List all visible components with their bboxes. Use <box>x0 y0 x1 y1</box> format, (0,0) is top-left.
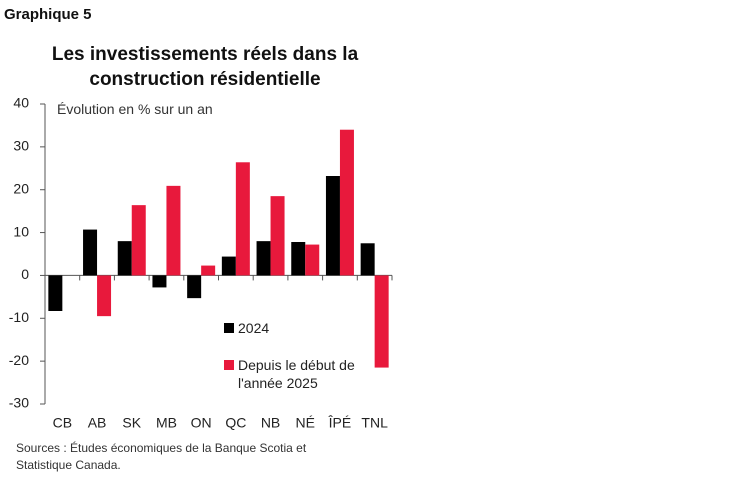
x-tick-label: AB <box>88 415 107 431</box>
x-tick-label: SK <box>122 415 141 431</box>
y-tick-label: -30 <box>9 395 29 411</box>
legend-label: 2024 <box>238 320 270 336</box>
bar <box>48 275 63 311</box>
bar <box>325 176 340 276</box>
x-tick-label: ÎPÉ <box>328 415 352 431</box>
bar <box>131 205 146 276</box>
header: Graphique 5 <box>4 6 92 23</box>
legend-label: Depuis le début de l'année 2025 <box>238 357 355 391</box>
bar <box>221 256 236 276</box>
bar <box>305 244 320 276</box>
bar <box>270 196 285 276</box>
y-tick-label: 20 <box>13 180 29 196</box>
subtitle: Évolution en % sur un an <box>57 101 213 117</box>
legend-swatch <box>224 360 234 370</box>
y-tick-label: 10 <box>13 223 29 239</box>
x-tick-label: ON <box>191 415 212 431</box>
bar <box>360 243 375 276</box>
bar <box>187 275 202 299</box>
x-tick-label: NÉ <box>296 415 315 431</box>
x-tick-label: MB <box>156 415 177 431</box>
chart-title: Les investissements réels dans la constr… <box>51 44 359 90</box>
x-tick-label: TNL <box>361 415 388 431</box>
bar <box>339 129 354 276</box>
y-tick-label: 30 <box>13 138 29 154</box>
x-tick-label: NB <box>261 415 280 431</box>
bar <box>256 241 271 276</box>
y-tick-label: 40 <box>13 95 29 111</box>
bar <box>374 275 389 368</box>
bar <box>235 162 250 276</box>
bar <box>201 265 216 276</box>
y-tick-label: -10 <box>9 309 29 325</box>
x-tick-label: QC <box>225 415 246 431</box>
y-tick-label: -20 <box>9 352 29 368</box>
y-tick-label: 0 <box>21 266 29 282</box>
bar <box>117 241 132 276</box>
bar <box>97 275 112 317</box>
bar <box>291 242 306 276</box>
x-tick-label: CB <box>53 415 72 431</box>
source: Sources : Études économiques de la Banqu… <box>16 441 307 472</box>
legend-swatch <box>224 323 234 333</box>
bar <box>152 275 167 288</box>
bar <box>166 185 181 276</box>
bar <box>83 229 98 276</box>
